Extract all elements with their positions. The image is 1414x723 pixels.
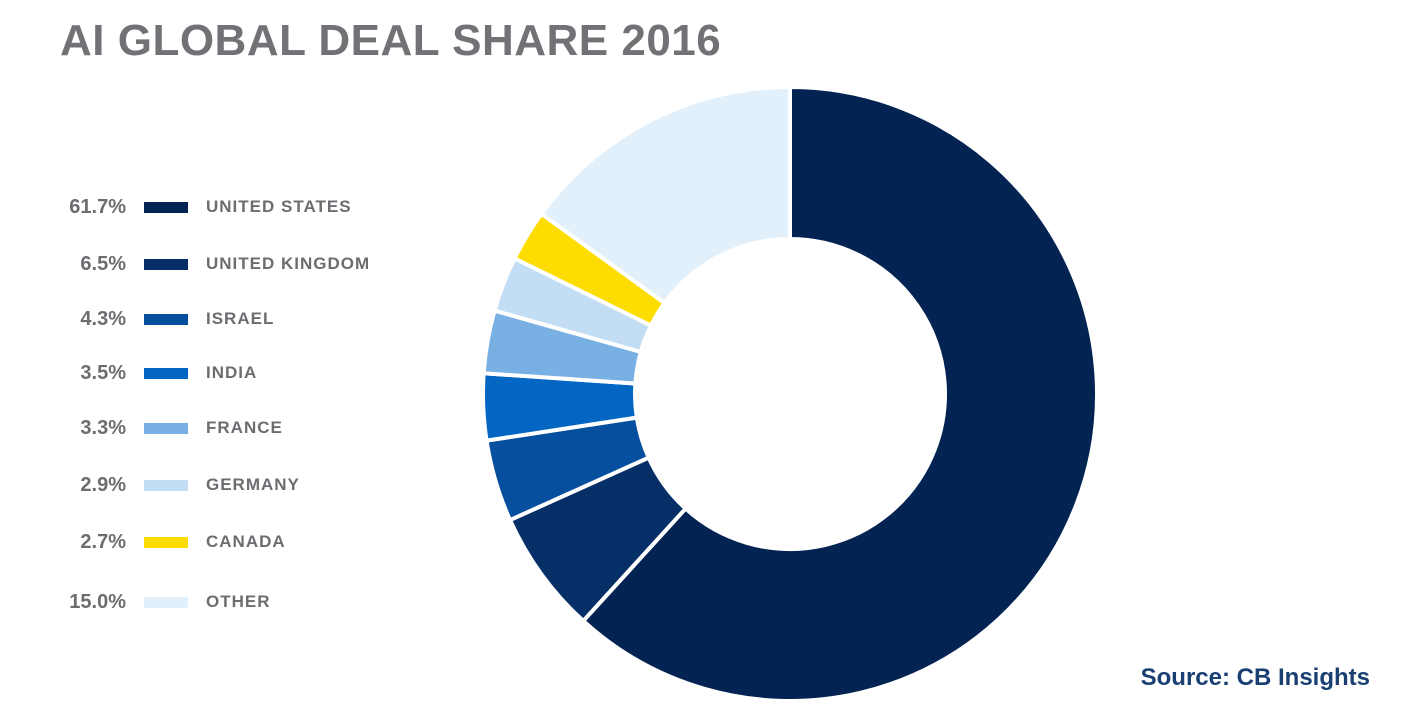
legend-label: GERMANY — [206, 475, 300, 494]
legend-item: 15.0% OTHER — [0, 590, 400, 614]
legend-item: 3.3% FRANCE — [0, 416, 400, 440]
legend-label: ISRAEL — [206, 309, 275, 328]
donut-slice-other — [538, 84, 792, 306]
legend-value: 15.0% — [69, 591, 126, 613]
legend-swatch — [144, 368, 188, 379]
legend-swatch — [144, 314, 188, 325]
legend-swatch — [144, 537, 188, 548]
legend-item: 4.3% ISRAEL — [0, 307, 400, 331]
chart-legend: 61.7% UNITED STATES 6.5% UNITED KINGDOM 4.3%… — [0, 0, 400, 723]
legend-label: INDIA — [206, 363, 258, 382]
legend-label: OTHER — [206, 592, 271, 611]
legend-item: 2.9% GERMANY — [0, 473, 400, 497]
legend-label: CANADA — [206, 532, 286, 551]
legend-item: 6.5% UNITED KINGDOM — [0, 252, 400, 276]
legend-label: FRANCE — [206, 418, 283, 437]
legend-item: 3.5% INDIA — [0, 361, 400, 385]
legend-swatch — [144, 423, 188, 434]
legend-swatch — [144, 259, 188, 270]
legend-value: 3.5% — [80, 362, 126, 384]
legend-value: 3.3% — [80, 417, 126, 439]
legend-value: 2.9% — [80, 474, 126, 496]
chart-title: AI GLOBAL DEAL SHARE 2016 — [60, 16, 722, 65]
legend-swatch — [144, 597, 188, 608]
legend-label: UNITED KINGDOM — [206, 254, 371, 273]
legend-item: 2.7% CANADA — [0, 530, 400, 554]
legend-value: 6.5% — [80, 253, 126, 275]
legend-item: 61.7% UNITED STATES — [0, 195, 400, 219]
legend-value: 61.7% — [69, 196, 126, 218]
donut-slice-united-states — [580, 84, 1099, 703]
legend-label: UNITED STATES — [206, 197, 352, 216]
legend-swatch — [144, 480, 188, 491]
legend-value: 2.7% — [80, 531, 126, 553]
legend-swatch — [144, 202, 188, 213]
source-note: Source: CB Insights — [1140, 664, 1370, 691]
legend-value: 4.3% — [80, 308, 126, 330]
